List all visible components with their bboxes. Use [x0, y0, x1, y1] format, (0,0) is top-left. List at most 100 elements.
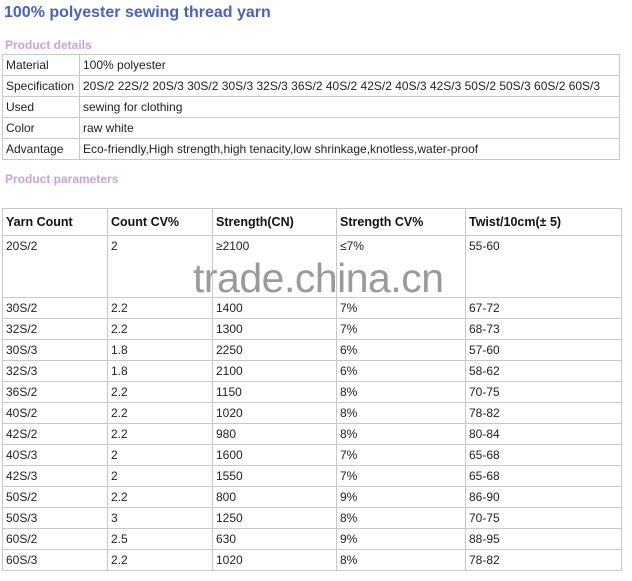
table-cell: 8%	[336, 549, 466, 571]
table-cell: 1600	[212, 444, 337, 466]
table-cell: 8%	[336, 507, 466, 529]
column-header: Twist/10cm(± 5)	[465, 208, 622, 236]
table-cell: 2.2	[107, 549, 213, 571]
table-cell: 88-95	[465, 528, 622, 550]
table-cell: 3	[107, 507, 213, 529]
table-cell: 67-72	[465, 297, 622, 319]
table-row: 42S/3 2 1550 7% 65-68	[2, 465, 622, 487]
table-cell: 6%	[336, 360, 466, 382]
table-cell: 78-82	[465, 549, 622, 571]
table-cell: 2.2	[107, 381, 213, 403]
column-header: Strength(CN)	[212, 208, 337, 236]
table-cell: 60S/2	[2, 528, 108, 550]
table-row: 30S/2 2.2 1400 7% 67-72	[2, 297, 622, 319]
table-cell: 58-62	[465, 360, 622, 382]
table-cell: 980	[212, 423, 337, 445]
table-cell: 2.2	[107, 402, 213, 424]
detail-label: Material	[2, 54, 80, 76]
detail-label: Color	[2, 117, 80, 139]
detail-value: sewing for clothing	[79, 96, 620, 118]
table-cell: 30S/2	[2, 297, 108, 319]
detail-value: Eco-friendly,High strength,high tenacity…	[79, 138, 620, 160]
table-row: 60S/2 2.5 630 9% 88-95	[2, 528, 622, 550]
table-row: 60S/3 2.2 1020 8% 78-82	[2, 549, 622, 571]
detail-row: Advantage Eco-friendly,High strength,high…	[2, 138, 620, 160]
table-cell: 42S/2	[2, 423, 108, 445]
table-row: 30S/3 1.8 2250 6% 57-60	[2, 339, 622, 361]
table-cell: 8%	[336, 423, 466, 445]
table-cell: 2.2	[107, 423, 213, 445]
table-row: 40S/2 2.2 1020 8% 78-82	[2, 402, 622, 424]
product-details-table: Material 100% polyester Specification 20S/2…	[2, 54, 620, 160]
detail-value: 20S/2 22S/2 20S/3 30S/2 30S/3 32S/3 36S/…	[79, 75, 620, 97]
table-cell: 2	[107, 235, 213, 298]
table-cell: 50S/3	[2, 507, 108, 529]
table-cell: 2100	[212, 360, 337, 382]
table-cell: 800	[212, 486, 337, 508]
table-cell: 68-73	[465, 318, 622, 340]
table-cell: 40S/2	[2, 402, 108, 424]
table-cell: 80-84	[465, 423, 622, 445]
table-cell: 1.8	[107, 360, 213, 382]
table-cell: 30S/3	[2, 339, 108, 361]
table-row: 50S/2 2.2 800 9% 86-90	[2, 486, 622, 508]
table-cell: 2	[107, 465, 213, 487]
table-row: 42S/2 2.2 980 8% 80-84	[2, 423, 622, 445]
detail-label: Used	[2, 96, 80, 118]
detail-row: Color raw white	[2, 117, 620, 139]
table-cell: 7%	[336, 465, 466, 487]
table-cell: 55-60	[465, 235, 622, 298]
table-cell: 20S/2	[2, 235, 108, 298]
product-parameters-heading: Product parameters	[5, 172, 119, 186]
page-title: 100% polyester sewing thread yarn	[4, 4, 271, 21]
table-cell: 57-60	[465, 339, 622, 361]
table-cell: 78-82	[465, 402, 622, 424]
table-row: 32S/3 1.8 2100 6% 58-62	[2, 360, 622, 382]
table-cell: 8%	[336, 381, 466, 403]
table-row: 50S/3 3 1250 8% 70-75	[2, 507, 622, 529]
table-cell: 32S/2	[2, 318, 108, 340]
detail-label: Specification	[2, 75, 80, 97]
column-header: Strength CV%	[336, 208, 466, 236]
table-cell: 1.8	[107, 339, 213, 361]
column-header: Yarn Count	[2, 208, 108, 236]
table-cell: 1150	[212, 381, 337, 403]
table-cell: 1020	[212, 402, 337, 424]
table-cell: 40S/3	[2, 444, 108, 466]
table-cell: 1550	[212, 465, 337, 487]
watermark: trade.china.cn	[193, 255, 444, 301]
table-cell: 2.2	[107, 318, 213, 340]
table-cell: 7%	[336, 444, 466, 466]
table-cell: 1300	[212, 318, 337, 340]
table-cell: 2250	[212, 339, 337, 361]
table-cell: 9%	[336, 486, 466, 508]
table-cell: 50S/2	[2, 486, 108, 508]
table-header-row: Yarn Count Count CV% Strength(CN) Strength …	[2, 208, 622, 236]
table-cell: 2	[107, 444, 213, 466]
table-cell: 8%	[336, 402, 466, 424]
table-row: 20S/2 2 ≥2100 ≤7% 55-60	[2, 235, 622, 298]
product-details-heading: Product details	[5, 38, 92, 52]
table-cell: 7%	[336, 318, 466, 340]
table-cell: 36S/2	[2, 381, 108, 403]
table-cell: 2.2	[107, 486, 213, 508]
table-cell: 2.5	[107, 528, 213, 550]
detail-row: Material 100% polyester	[2, 54, 620, 76]
table-cell: 60S/3	[2, 549, 108, 571]
table-cell: 9%	[336, 528, 466, 550]
column-header: Count CV%	[107, 208, 213, 236]
detail-row: Used sewing for clothing	[2, 96, 620, 118]
table-cell: 42S/3	[2, 465, 108, 487]
table-cell: ≥2100	[212, 235, 337, 298]
table-cell: 86-90	[465, 486, 622, 508]
table-cell: 1020	[212, 549, 337, 571]
table-row: 36S/2 2.2 1150 8% 70-75	[2, 381, 622, 403]
detail-value: 100% polyester	[79, 54, 620, 76]
table-cell: 6%	[336, 339, 466, 361]
detail-row: Specification 20S/2 22S/2 20S/3 30S/2 30S…	[2, 75, 620, 97]
table-cell: 65-68	[465, 465, 622, 487]
table-row: 32S/2 2.2 1300 7% 68-73	[2, 318, 622, 340]
table-cell: 70-75	[465, 381, 622, 403]
detail-label: Advantage	[2, 138, 80, 160]
table-cell: 32S/3	[2, 360, 108, 382]
